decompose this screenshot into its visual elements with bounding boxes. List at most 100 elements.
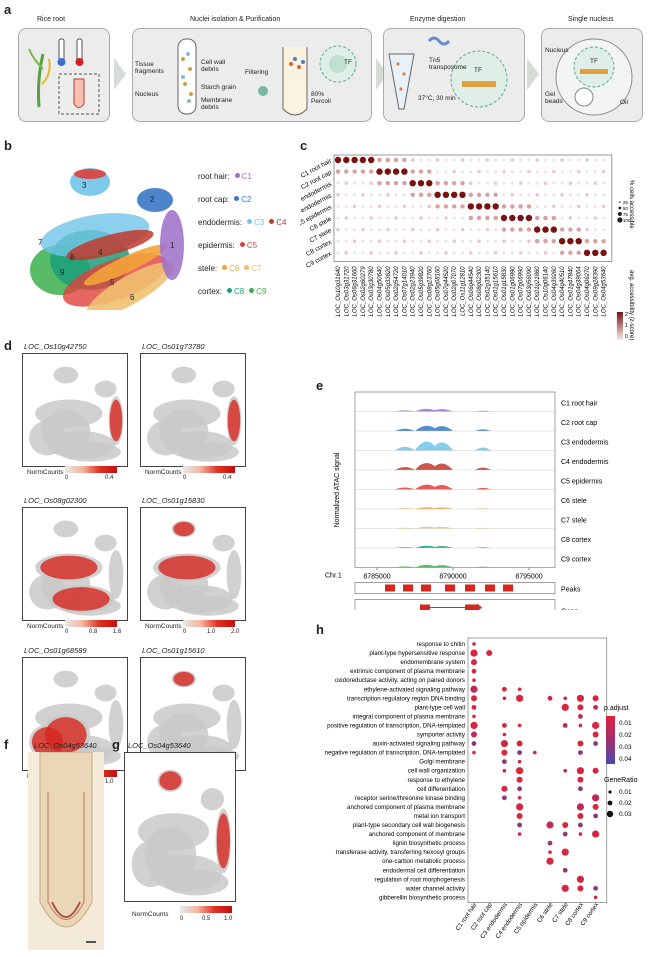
go-term-label: gibberellin biosynthetic process (379, 894, 465, 901)
dotplot-c-dot (378, 228, 381, 232)
dotplot-c-dot (535, 193, 539, 197)
dotplot-c-dot (336, 193, 340, 197)
umap-clusters: 3 2 1 7 9 4 6 5 8 (30, 168, 184, 310)
go-dot (471, 659, 477, 666)
dotplot-c-dot (377, 157, 382, 163)
dotplot-c-dot (385, 157, 391, 163)
dotplot-c-dot (426, 180, 433, 187)
legend-pct-dot (617, 217, 623, 223)
dotplot-c-dot (369, 239, 373, 243)
legend-cluster-name: C2 (241, 195, 252, 204)
dotplot-c-dot (602, 216, 606, 220)
umap-cell-cluster (226, 700, 242, 749)
legend-cluster-name: C4 (276, 218, 287, 227)
legend-row: root cap: C2 (198, 195, 251, 204)
go-term-label: anchored component of plasma membrane (347, 804, 466, 811)
go-dot (562, 867, 568, 873)
dotplot-c-dot (475, 203, 483, 210)
go-dot (517, 750, 522, 755)
cluster-num-2: 2 (150, 195, 155, 204)
dotplot-c-gene-label: LOC_Os11g12810 (461, 266, 467, 316)
umap-highlight (173, 521, 195, 537)
go-dot (517, 759, 522, 764)
dotplot-c-dot (427, 251, 431, 255)
dotplot-c-dot (427, 228, 431, 232)
legend-row: stele: C6 C7 (198, 264, 262, 273)
dotplot-c-dot (494, 228, 498, 232)
colorbar-tick: 1.6 (113, 629, 122, 635)
dotplot-c-dot (351, 156, 358, 164)
dotplot-c-dot (477, 239, 481, 243)
dotplot-c-dot (460, 158, 465, 162)
step-nuclei-isolation: Nuclei isolation & Purification (190, 16, 281, 23)
dotplot-c-dot (401, 168, 408, 175)
go-term-label: symporter activity (417, 732, 466, 739)
cluster-num-6: 6 (130, 293, 135, 302)
colorbar-tick: 0 (65, 629, 69, 635)
umap-cell-cluster (108, 550, 124, 599)
legend-dot (249, 288, 255, 293)
go-dot (577, 704, 584, 711)
go-dot (578, 723, 583, 728)
colorbar-tick: 1.0 (105, 779, 114, 785)
go-term-label: oxidoreductase activity, acting on paire… (335, 677, 465, 684)
generatio-tick: 0.03 (619, 811, 632, 818)
go-dot (471, 741, 477, 746)
colorbar-tick: 0 (65, 475, 69, 481)
dotplot-c-dot (402, 180, 407, 186)
dotplot-c-dot (585, 204, 589, 208)
label-tf-3: TF (590, 58, 598, 65)
dotplot-c-dot (402, 251, 406, 255)
dotplot-c-dot (518, 251, 523, 255)
dotplot-c-dot (510, 251, 514, 255)
go-term-label: cell wall organization (408, 768, 466, 775)
legend-pct-val: 50 (623, 206, 629, 211)
dotplot-c-dot (485, 170, 489, 174)
peak-block (403, 584, 413, 592)
label-membrane-debris: Membrane debris (201, 97, 233, 111)
colorbar-tick: 0.4 (223, 475, 232, 481)
dotplot-c-dot (460, 180, 465, 186)
go-dot (577, 885, 584, 892)
atac-track-signal (355, 564, 555, 568)
dotplot-c-dot (461, 216, 464, 220)
dotplot-c-dot (518, 181, 523, 185)
go-term-label: one-carbon metabolic process (382, 858, 465, 865)
dotplot-c-gene-label: LOC_Os07g44520 (444, 266, 450, 317)
peaks-label: Peaks (561, 587, 581, 594)
legend-group-label: root hair: (198, 172, 230, 181)
colorbar-tick-g: 0 (180, 916, 184, 922)
legend-cluster-name: C3 (254, 218, 265, 227)
dotplot-c-dot (542, 226, 549, 233)
cluster-num-3a: 3 (82, 181, 87, 190)
dotplot-c-dot (436, 251, 440, 255)
umap-gene-map (22, 353, 128, 467)
dotplot-c-dot (335, 169, 341, 174)
normcounts-label: NormCounts (27, 469, 64, 476)
dotplot-c-dot (402, 157, 407, 163)
dotplot-c-dot (518, 227, 523, 232)
dotplot-c-dot (544, 193, 547, 197)
dotplot-c-dot (469, 158, 473, 162)
step-single-nucleus: Single nucleus (568, 16, 614, 23)
umap-highlight (52, 587, 110, 611)
go-term-label: plant-type secondary cell wall biogenesi… (353, 822, 465, 829)
go-dot (593, 895, 598, 900)
dotplot-c-dot (485, 215, 490, 221)
dotplot-c-dot (510, 158, 515, 162)
go-dot (547, 695, 553, 701)
tracks-ylabel: Normalized ATAC signal (334, 452, 341, 527)
dotplot-c-dot (501, 227, 507, 232)
umap-cell-cluster (163, 869, 229, 896)
legend-dot (247, 219, 253, 224)
panel-e-label: e (316, 378, 324, 393)
go-dot (516, 740, 523, 747)
dotplot-c-dot (384, 168, 391, 175)
padj-tick: 0.01 (619, 720, 632, 727)
dotplot-c-dot (527, 181, 531, 185)
dotplot-c-dot (402, 239, 407, 243)
legend-pct-val: 75 (623, 212, 629, 217)
go-dot (592, 794, 600, 802)
dotplot-c-dot (493, 251, 498, 255)
dotplot-c-gene-label: LOC_Os10g31640 (336, 266, 342, 317)
